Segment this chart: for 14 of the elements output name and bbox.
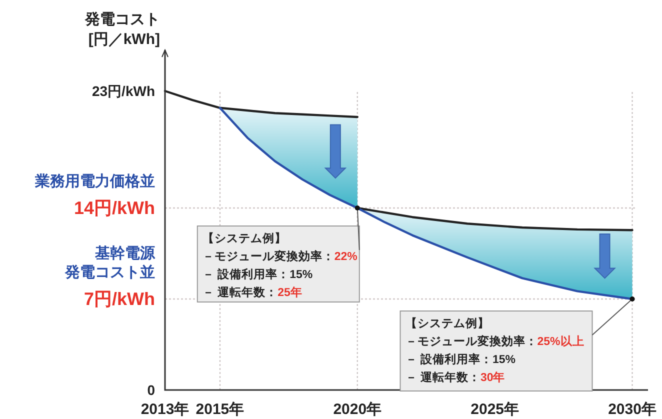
ref-line-label: 業務用電力価格並: [34, 173, 155, 190]
x-tick-label: 2025年: [470, 401, 520, 418]
x-tick-label: 2030年: [608, 401, 656, 418]
y-tick-label: 23円/kWh: [92, 83, 155, 99]
text: 【システム例】－モジュール変換効率：22%－ 設備利用率：15%－ 運転年数：25年: [202, 233, 358, 299]
y-tick-label: 7円/kWh: [84, 289, 155, 309]
x-tick-label: 2013年: [140, 401, 190, 418]
ref-line-label: 基幹電源発電コスト並: [64, 245, 156, 281]
text: 【システム例】－モジュール変換効率：25%以上－ 設備利用率：15%－ 運転年数：30年: [405, 318, 584, 384]
y-tick-label: 14円/kWh: [74, 198, 155, 218]
x-tick-label: 2015年: [196, 401, 244, 418]
y-axis-title: 発電コスト [円／kWh]: [84, 11, 160, 48]
y-tick-label: 0: [147, 382, 156, 398]
x-tick-label: 2020年: [333, 401, 382, 418]
